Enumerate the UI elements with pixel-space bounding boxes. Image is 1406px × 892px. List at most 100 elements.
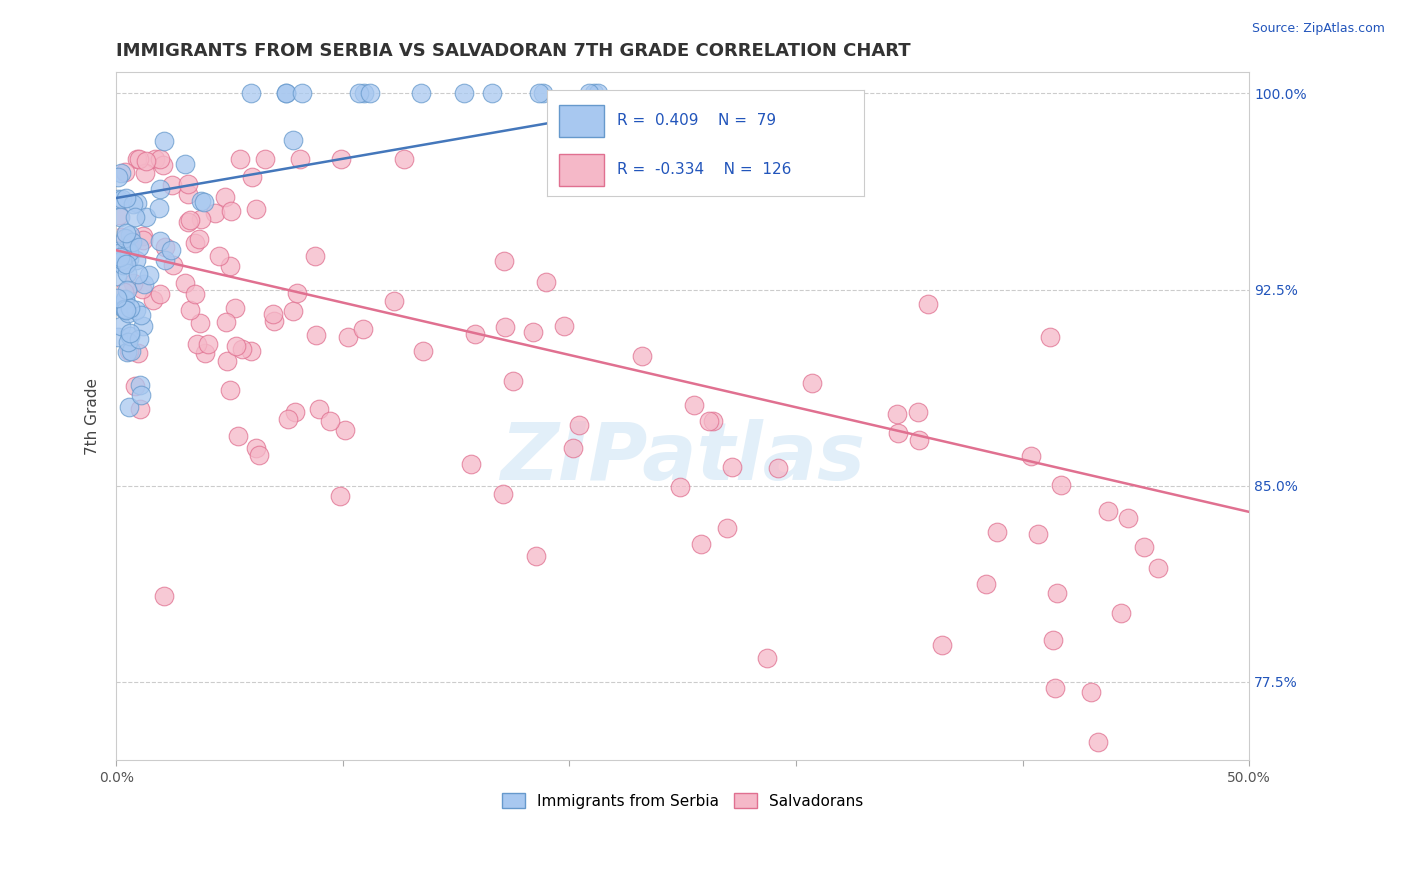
- Point: [149, 182, 172, 196]
- Point: [111, 254, 134, 268]
- Point: [125, 302, 148, 317]
- Point: [153, 589, 176, 603]
- Point: [149, 152, 172, 166]
- Point: [124, 379, 146, 393]
- Point: [117, 306, 139, 320]
- Point: [148, 201, 170, 215]
- Point: [239, 344, 262, 359]
- Point: [215, 315, 238, 329]
- Point: [114, 165, 136, 179]
- Point: [1080, 684, 1102, 698]
- Point: [159, 244, 181, 258]
- Point: [107, 291, 129, 305]
- Point: [155, 240, 177, 254]
- Point: [214, 190, 236, 204]
- Point: [177, 177, 200, 191]
- Point: [110, 230, 132, 244]
- Point: [522, 325, 544, 339]
- Point: [492, 254, 515, 268]
- Point: [460, 457, 482, 471]
- Point: [125, 253, 148, 268]
- Point: [561, 441, 583, 455]
- Point: [122, 197, 145, 211]
- Point: [586, 87, 609, 101]
- Point: [111, 192, 134, 206]
- Point: [215, 354, 238, 368]
- Point: [114, 302, 136, 317]
- Point: [190, 194, 212, 209]
- Point: [304, 327, 326, 342]
- Point: [128, 152, 150, 166]
- Point: [907, 405, 929, 419]
- Point: [107, 329, 129, 343]
- Point: [149, 287, 172, 301]
- Point: [117, 244, 139, 259]
- Point: [274, 87, 297, 101]
- Point: [112, 285, 135, 299]
- Point: [283, 133, 305, 147]
- Point: [193, 195, 215, 210]
- Point: [245, 202, 267, 217]
- Point: [359, 87, 381, 101]
- Point: [353, 87, 375, 101]
- Point: [174, 156, 197, 170]
- Point: [132, 277, 155, 292]
- Point: [908, 434, 931, 448]
- Text: IMMIGRANTS FROM SERBIA VS SALVADORAN 7TH GRADE CORRELATION CHART: IMMIGRANTS FROM SERBIA VS SALVADORAN 7TH…: [117, 42, 911, 60]
- Point: [111, 252, 134, 267]
- Point: [886, 407, 908, 421]
- Point: [578, 87, 600, 101]
- Point: [263, 314, 285, 328]
- Point: [986, 525, 1008, 540]
- Point: [254, 152, 277, 166]
- Point: [1039, 330, 1062, 344]
- Point: [128, 377, 150, 392]
- Point: [131, 281, 153, 295]
- Point: [333, 423, 356, 437]
- Point: [887, 425, 910, 440]
- Point: [142, 293, 165, 307]
- Point: [330, 152, 353, 166]
- Point: [245, 442, 267, 456]
- Point: [114, 232, 136, 246]
- Point: [108, 246, 131, 260]
- Point: [115, 266, 138, 280]
- Point: [197, 336, 219, 351]
- Point: [1019, 449, 1042, 463]
- Point: [138, 268, 160, 282]
- Point: [689, 537, 711, 551]
- Point: [118, 326, 141, 341]
- Point: [184, 235, 207, 250]
- Point: [318, 414, 340, 428]
- Point: [702, 414, 724, 428]
- Point: [1087, 735, 1109, 749]
- Point: [1045, 586, 1067, 600]
- Point: [494, 319, 516, 334]
- Point: [179, 213, 201, 227]
- Point: [277, 412, 299, 426]
- Point: [115, 302, 138, 317]
- Point: [329, 489, 352, 503]
- Point: [114, 255, 136, 269]
- Point: [112, 258, 135, 272]
- Point: [631, 349, 654, 363]
- Point: [204, 206, 226, 220]
- Point: [352, 321, 374, 335]
- Point: [756, 651, 779, 665]
- Point: [347, 87, 370, 101]
- Point: [118, 344, 141, 359]
- Point: [110, 166, 132, 180]
- Point: [240, 169, 263, 184]
- Point: [115, 257, 138, 271]
- Point: [132, 228, 155, 243]
- Point: [114, 231, 136, 245]
- Point: [153, 134, 176, 148]
- Point: [412, 344, 434, 359]
- Point: [1049, 478, 1071, 492]
- Point: [190, 211, 212, 226]
- Point: [392, 152, 415, 166]
- Point: [409, 87, 432, 101]
- Point: [308, 402, 330, 417]
- Point: [218, 259, 240, 273]
- Point: [118, 301, 141, 315]
